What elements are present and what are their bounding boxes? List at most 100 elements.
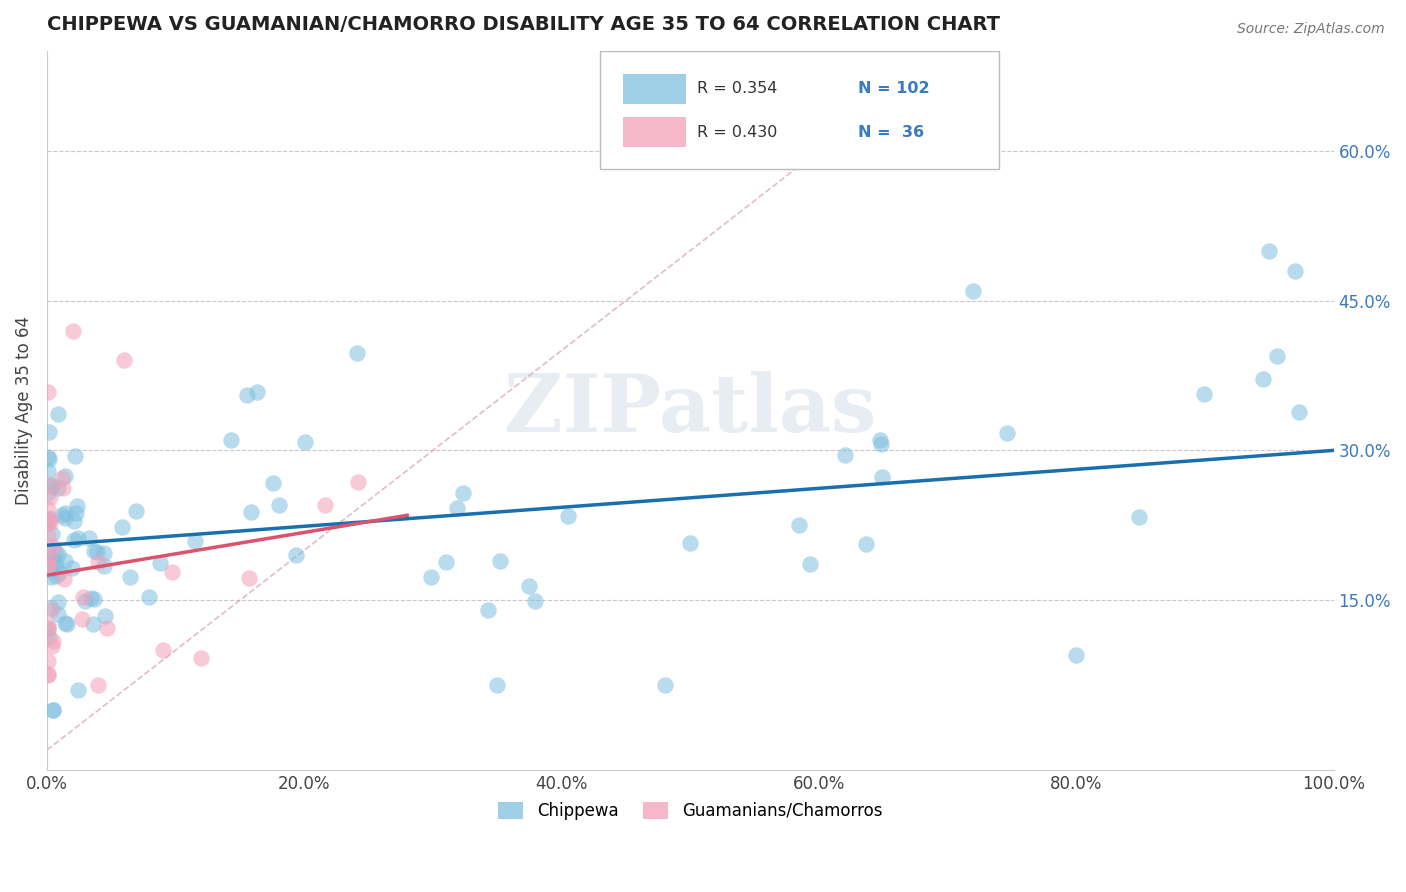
Point [190, 651, 212, 665]
Point [37, 513, 59, 527]
Point [37, 558, 59, 572]
Point [83, 543, 105, 558]
Point [37, 450, 59, 465]
Point [41, 527, 63, 541]
Point [1192, 386, 1215, 401]
Point [87, 555, 110, 569]
Point [262, 476, 284, 491]
Point [37, 502, 59, 516]
Point [63, 449, 86, 463]
Point [38, 425, 60, 439]
Point [45, 560, 67, 574]
Point [39, 601, 62, 615]
Point [72, 612, 94, 626]
Point [41, 480, 63, 494]
Point [52, 481, 75, 495]
Point [799, 557, 821, 571]
Point [63, 533, 86, 548]
Point [72, 591, 94, 605]
Point [53, 510, 76, 524]
Point [1288, 404, 1310, 418]
Point [51, 508, 73, 522]
Point [236, 387, 259, 401]
Point [294, 434, 316, 449]
Point [1284, 263, 1306, 277]
Point [420, 570, 443, 584]
Point [46, 607, 69, 621]
Point [346, 345, 368, 359]
Point [523, 594, 546, 608]
Point [38, 630, 60, 644]
Point [38, 550, 60, 565]
Point [640, 144, 662, 158]
Point [162, 566, 184, 580]
Point [37, 619, 59, 633]
Point [869, 437, 891, 451]
Point [38, 516, 60, 530]
Point [962, 284, 984, 298]
Point [477, 603, 499, 617]
Point [45, 555, 67, 569]
Point [37, 464, 59, 478]
Point [39, 603, 62, 617]
Text: N =  36: N = 36 [858, 125, 924, 140]
Point [53, 469, 76, 483]
Point [53, 572, 76, 586]
Point [38, 561, 60, 575]
Point [239, 504, 262, 518]
Point [96, 621, 118, 635]
Point [93, 559, 115, 574]
FancyBboxPatch shape [623, 117, 686, 147]
Point [1258, 244, 1281, 258]
Point [51, 471, 73, 485]
Point [39, 570, 62, 584]
Point [1251, 372, 1274, 386]
Point [855, 537, 877, 551]
Point [41, 639, 63, 653]
FancyBboxPatch shape [600, 51, 1000, 169]
Point [557, 509, 579, 524]
Point [39, 490, 62, 504]
Point [46, 407, 69, 421]
Point [83, 592, 105, 607]
Text: ZIPatlas: ZIPatlas [505, 371, 876, 450]
Point [37, 558, 59, 572]
Point [38, 513, 60, 527]
Point [37, 621, 59, 635]
Point [46, 481, 69, 495]
Point [184, 534, 207, 549]
Point [41, 552, 63, 566]
Point [149, 556, 172, 570]
Point [45, 568, 67, 582]
Point [37, 529, 59, 543]
Point [37, 622, 59, 636]
Point [82, 616, 104, 631]
Text: R = 0.354: R = 0.354 [697, 81, 778, 96]
Point [434, 555, 457, 569]
Point [347, 475, 370, 489]
Point [56, 616, 79, 631]
Point [314, 498, 336, 512]
Point [44, 545, 66, 559]
Point [37, 668, 59, 682]
Point [37, 559, 59, 574]
Point [66, 683, 89, 698]
Point [53, 615, 76, 630]
Point [41, 540, 63, 554]
Point [453, 486, 475, 500]
Point [93, 546, 115, 560]
Point [62, 324, 84, 338]
Y-axis label: Disability Age 35 to 64: Disability Age 35 to 64 [15, 316, 32, 505]
Point [120, 570, 142, 584]
Point [73, 593, 96, 607]
Point [37, 516, 59, 531]
Point [46, 547, 69, 561]
Point [869, 434, 891, 448]
Point [111, 520, 134, 534]
Point [37, 666, 59, 681]
Point [53, 554, 76, 568]
Point [65, 506, 87, 520]
Point [38, 452, 60, 467]
Point [517, 579, 540, 593]
Point [997, 426, 1019, 441]
